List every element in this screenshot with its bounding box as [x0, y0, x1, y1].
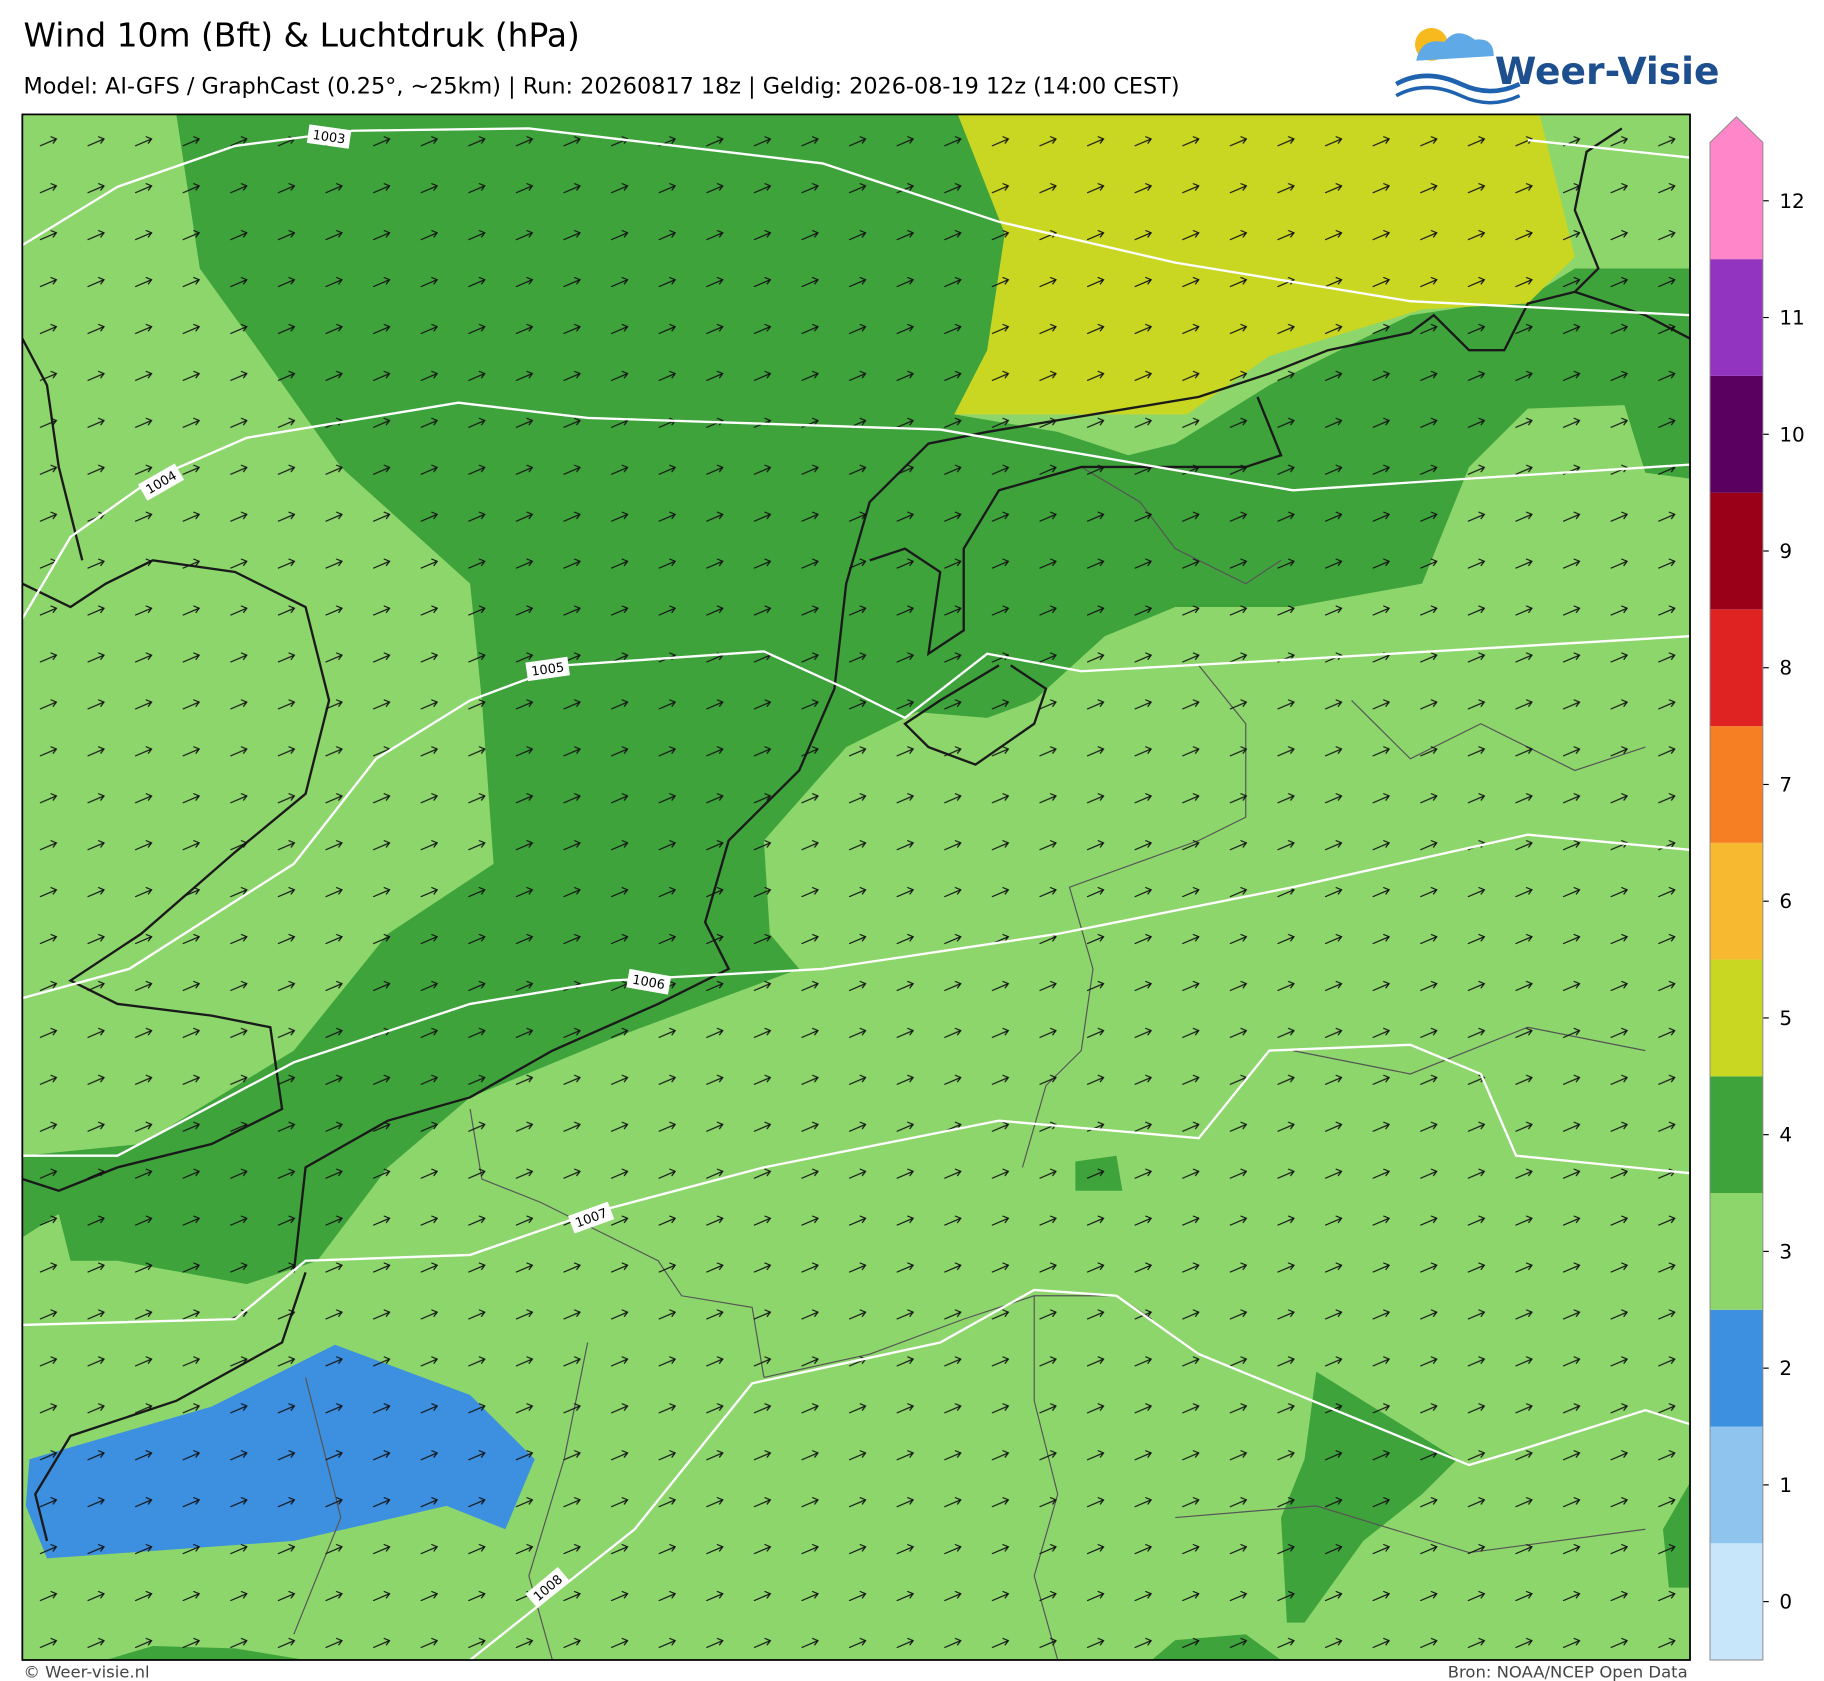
colorbar-segment [1710, 842, 1763, 960]
colorbar-segment [1710, 492, 1763, 610]
colorbar-label: 0 [1779, 1591, 1792, 1614]
colorbar-segment [1710, 1426, 1763, 1544]
isobar-label-box [568, 1201, 615, 1234]
colorbar-segment [1710, 116, 1763, 260]
logo-wave [1395, 85, 1521, 105]
title: Wind 10m (Bft) & Luchtdruk (hPa) [24, 17, 580, 55]
colorbar-segment [1710, 375, 1763, 493]
isobar-label-box [137, 463, 185, 501]
colorbar-segment [1710, 1193, 1763, 1310]
colorbar-segment [1710, 1543, 1763, 1660]
isobar-label: 1005 [525, 656, 570, 682]
colorbar-label: 4 [1779, 1124, 1792, 1147]
isobar-label-box [525, 656, 570, 682]
colorbar-segment [1710, 1309, 1763, 1427]
isobar-label: 1003 [306, 124, 352, 149]
isobar-label-box [626, 968, 672, 995]
isobar-line [469, 1288, 1691, 1660]
isobar-label-text: 1006 [631, 973, 666, 993]
subtitle: Model: AI-GFS / GraphCast (0.25°, ~25km)… [24, 73, 1180, 99]
colorbar-label: 2 [1779, 1357, 1792, 1380]
isobar-label-text: 1005 [531, 660, 566, 679]
colorbar-segment [1710, 959, 1763, 1077]
colorbar-label: 8 [1779, 657, 1792, 680]
colorbar-label: 6 [1779, 890, 1792, 913]
map-frame [21, 113, 1691, 1661]
wind-arrows [22, 114, 1691, 1660]
logo: Weer-Visie [1395, 28, 1720, 105]
colorbar-label: 10 [1779, 423, 1804, 446]
isobar-line [1527, 138, 1691, 159]
isobar-line [22, 127, 1691, 317]
colorbar-label: 11 [1779, 307, 1804, 330]
isobar-line [22, 1043, 1691, 1327]
isobar-line [22, 401, 1691, 620]
isobar-label: 1006 [626, 968, 672, 995]
footer-source: Bron: NOAA/NCEP Open Data [1448, 1663, 1688, 1681]
logo-cloud [1416, 33, 1494, 61]
isobars [22, 127, 1691, 1660]
colorbar-segment [1710, 726, 1763, 843]
isobar-label-box [525, 1566, 570, 1609]
logo-text: Weer-Visie [1495, 49, 1720, 93]
colorbar-segment [1710, 609, 1763, 727]
colorbar-label: 9 [1779, 540, 1792, 563]
isobar-label-text: 1003 [312, 128, 347, 147]
isobar-line [22, 635, 1691, 1000]
colorbar-label: 1 [1779, 1474, 1792, 1497]
logo-wave [1395, 73, 1521, 94]
colorbar-label: 5 [1779, 1007, 1792, 1030]
isobar-label-box [306, 124, 352, 149]
colorbar-outline [1709, 116, 1764, 1661]
colorbar-label: 12 [1779, 190, 1804, 213]
map [22, 114, 1691, 1660]
footer-credit: © Weer-visie.nl [24, 1663, 150, 1681]
colorbar-label: 3 [1779, 1240, 1792, 1263]
colorbar-segment [1710, 259, 1763, 376]
isobar-line [22, 833, 1691, 1157]
colorbar-segment [1710, 1076, 1763, 1194]
colorbar-label: 7 [1779, 774, 1792, 797]
